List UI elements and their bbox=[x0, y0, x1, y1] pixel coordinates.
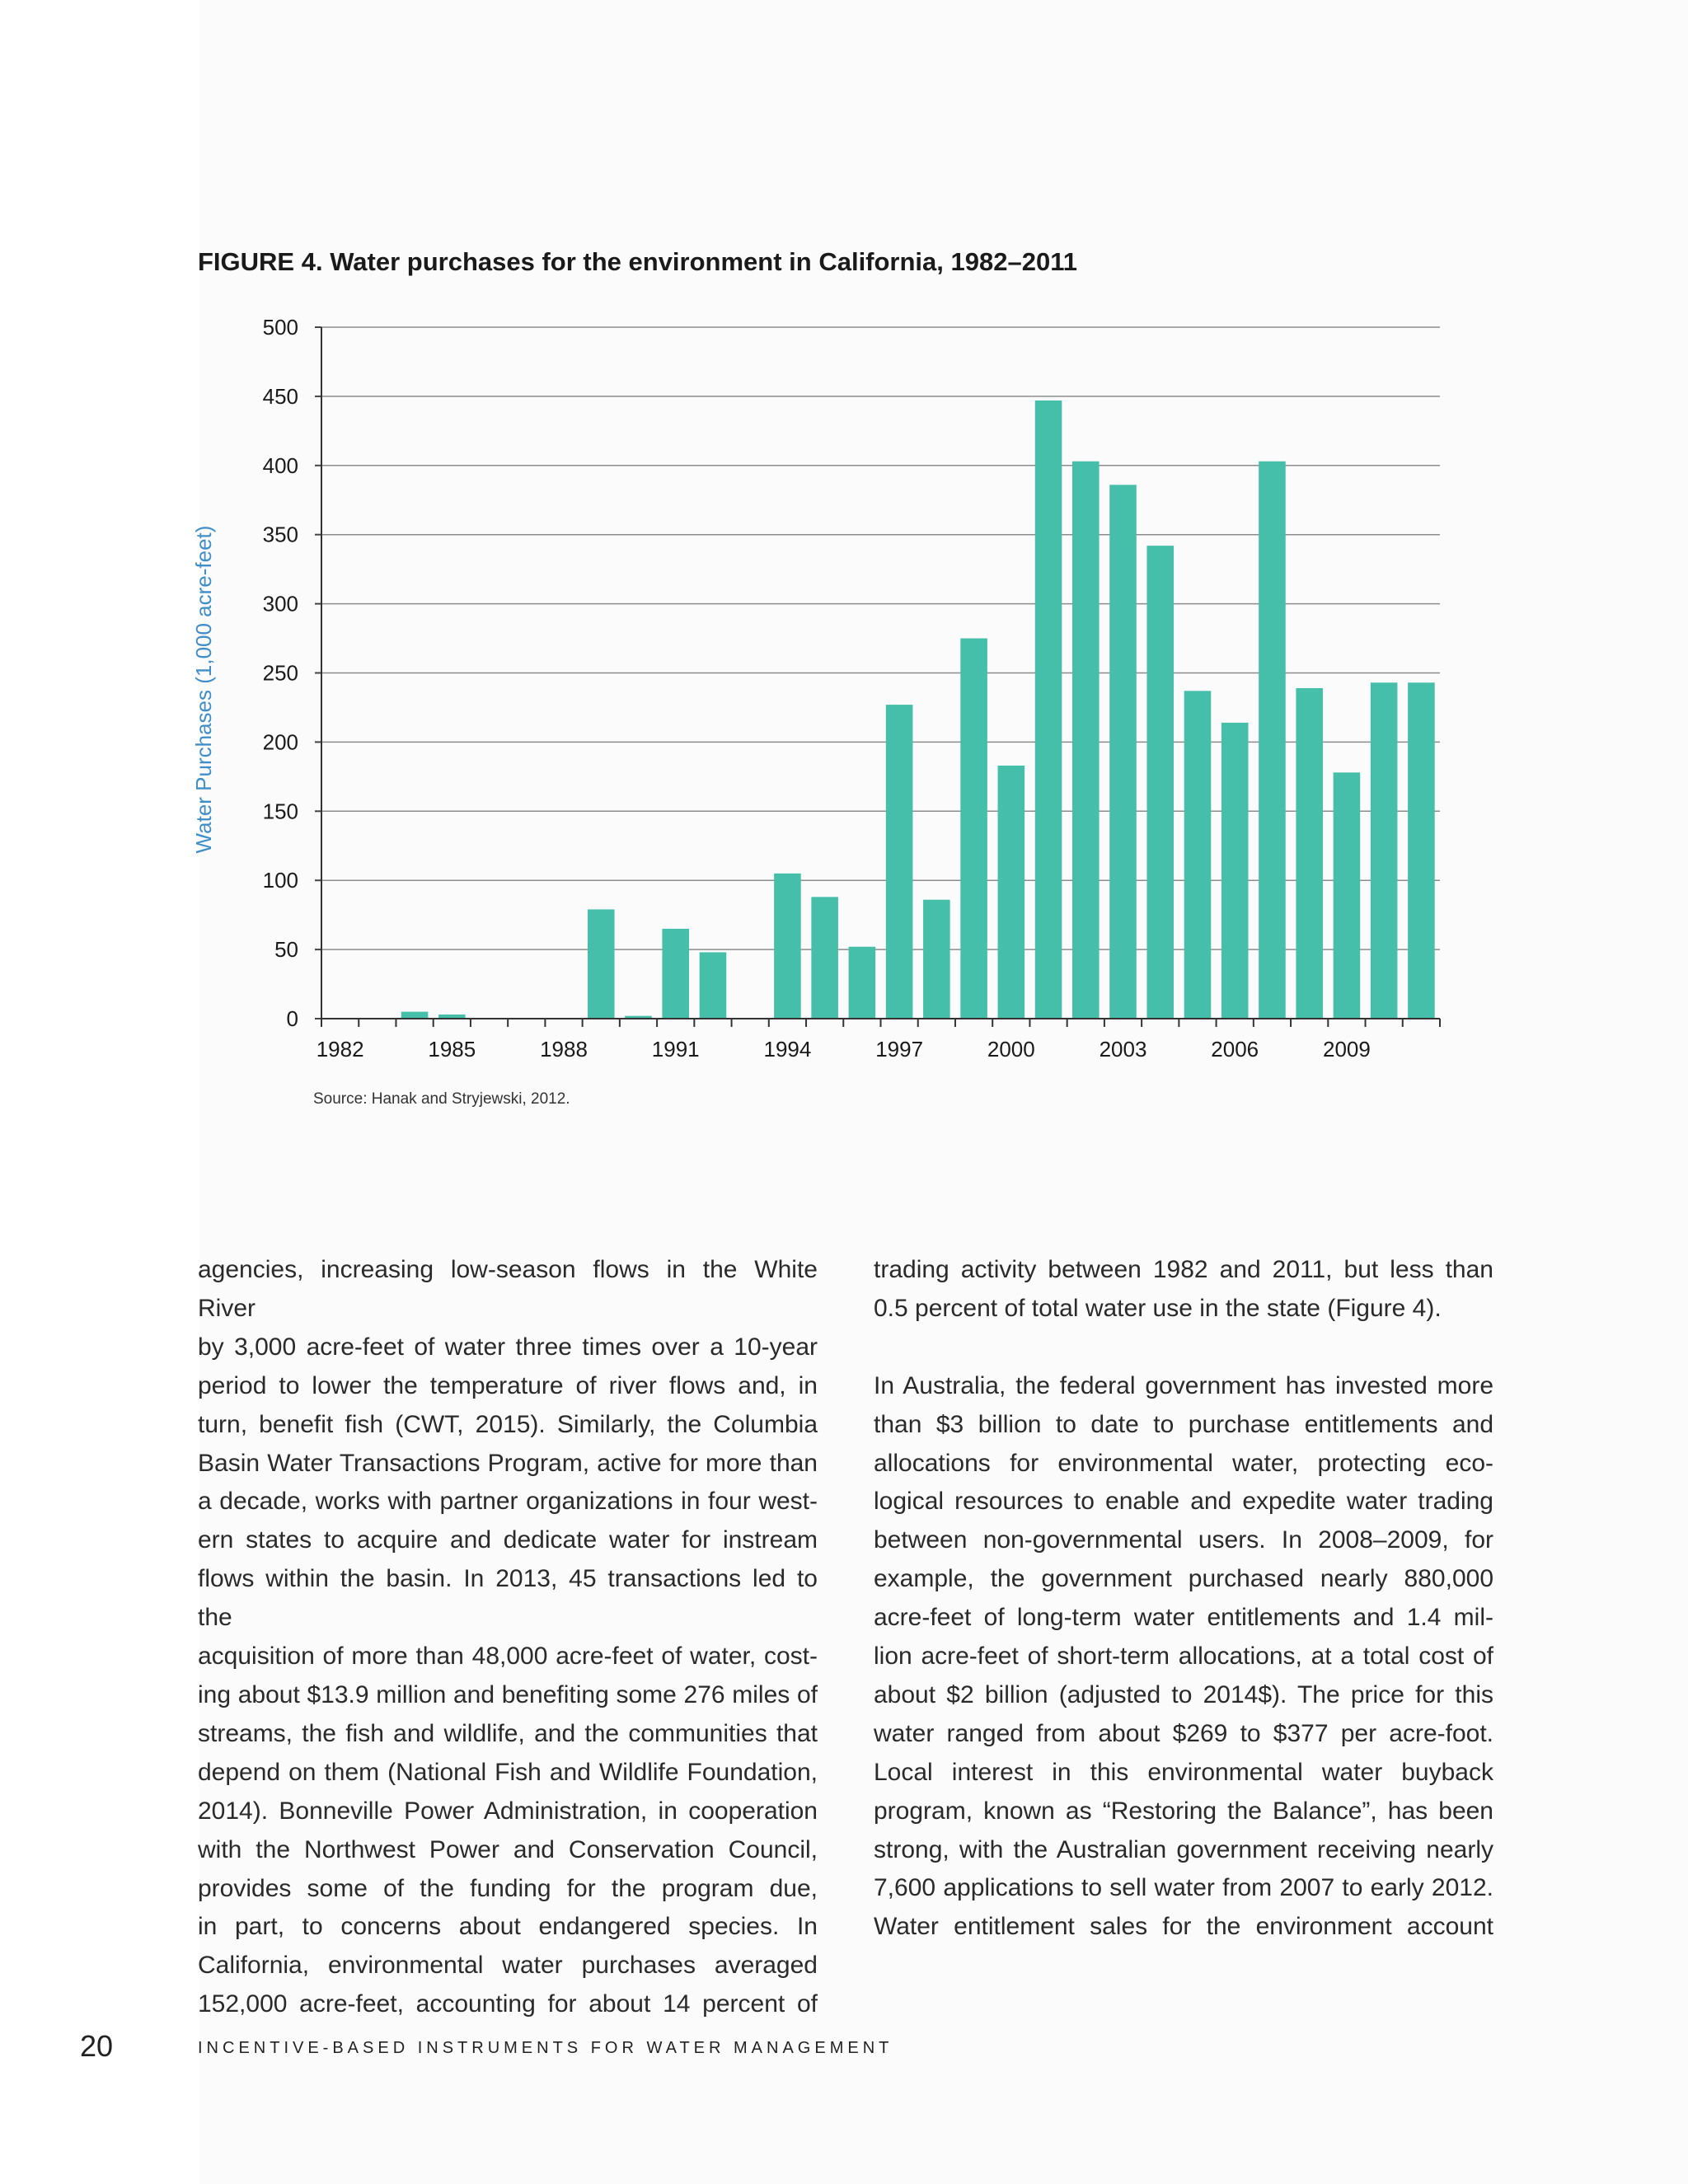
figure-source: Source: Hanak and Stryjewski, 2012. bbox=[313, 1090, 570, 1108]
text-line: in part, to concerns about endangered sp… bbox=[198, 1913, 818, 1941]
text-line: by 3,000 acre-feet of water three times … bbox=[198, 1333, 818, 1361]
bar-2008 bbox=[1296, 687, 1323, 1019]
text-line: ern states to acquire and dedicate water… bbox=[198, 1526, 818, 1554]
bar-2003 bbox=[1109, 485, 1137, 1019]
text-line: turn, benefit fish (CWT, 2015). Similarl… bbox=[198, 1410, 818, 1438]
text-line: Basin Water Transactions Program, active… bbox=[198, 1449, 818, 1477]
bar-1995 bbox=[811, 897, 838, 1019]
bar-2002 bbox=[1071, 461, 1100, 1019]
bar-2001 bbox=[1034, 400, 1062, 1019]
bar-1991 bbox=[662, 928, 690, 1019]
bar-1984 bbox=[401, 1011, 429, 1019]
bar-2007 bbox=[1259, 461, 1286, 1019]
text-line: 7,600 applications to sell water from 20… bbox=[874, 1874, 1493, 1902]
text-line: allocations for environmental water, pro… bbox=[874, 1449, 1493, 1477]
body-paragraph-1: trading activity between 1982 and 2011, … bbox=[874, 1251, 1493, 1329]
text-line: water ranged from about $269 to $377 per… bbox=[874, 1719, 1493, 1747]
x-tick-label: 1982 bbox=[316, 1037, 364, 1062]
x-tick-label: 2000 bbox=[987, 1037, 1035, 1062]
text-line: program, known as “Restoring the Balance… bbox=[874, 1797, 1493, 1825]
text-line: with the Northwest Power and Conservatio… bbox=[198, 1835, 818, 1863]
text-line: logical resources to enable and expedite… bbox=[874, 1488, 1493, 1516]
page-number: 20 bbox=[80, 2029, 114, 2063]
text-line: provides some of the funding for the pro… bbox=[198, 1874, 818, 1902]
text-line: 2014). Bonneville Power Administration, … bbox=[198, 1797, 818, 1825]
y-tick-label: 400 bbox=[263, 453, 298, 478]
text-line: acre-feet of long-term water entitlement… bbox=[874, 1604, 1493, 1632]
text-line: California, environmental water purchase… bbox=[198, 1952, 818, 1980]
text-line: strong, with the Australian government r… bbox=[874, 1835, 1493, 1863]
x-tick-label: 1991 bbox=[652, 1037, 700, 1062]
y-tick-label: 450 bbox=[263, 384, 298, 409]
bar-2010 bbox=[1370, 682, 1398, 1019]
x-tick-label: 1994 bbox=[763, 1037, 811, 1062]
body-column-left: agencies, increasing low-season flows in… bbox=[198, 1251, 818, 2024]
text-line: about $2 billion (adjusted to 2014$). Th… bbox=[874, 1680, 1493, 1708]
y-tick-label: 250 bbox=[263, 661, 298, 686]
y-axis-label: Water Purchases (1,000 acre-feet) bbox=[191, 526, 216, 854]
text-line: than $3 billion to date to purchase enti… bbox=[874, 1410, 1493, 1438]
bar-1997 bbox=[885, 705, 913, 1019]
x-tick-label: 1985 bbox=[428, 1037, 476, 1062]
x-tick-label: 2003 bbox=[1100, 1037, 1147, 1062]
paragraph-gap bbox=[874, 1329, 1493, 1367]
running-title: INCENTIVE-BASED INSTRUMENTS FOR WATER MA… bbox=[198, 2039, 893, 2057]
text-line: a decade, works with partner organizatio… bbox=[198, 1488, 818, 1516]
bar-1985 bbox=[438, 1014, 466, 1019]
text-line: depend on them (National Fish and Wildli… bbox=[198, 1758, 818, 1786]
text-line: 152,000 acre-feet, accounting for about … bbox=[198, 1990, 818, 2018]
bar-2006 bbox=[1221, 722, 1249, 1019]
x-tick-label: 2006 bbox=[1211, 1037, 1259, 1062]
bar-2009 bbox=[1333, 772, 1361, 1019]
y-tick-label: 150 bbox=[263, 799, 298, 823]
page-background-band bbox=[199, 0, 1688, 2184]
text-line: lion acre-feet of short-term allocations… bbox=[874, 1643, 1493, 1671]
bar-2011 bbox=[1408, 682, 1435, 1019]
bar-1996 bbox=[848, 946, 876, 1019]
text-line: trading activity between 1982 and 2011, … bbox=[874, 1256, 1493, 1283]
bar-1998 bbox=[923, 899, 950, 1019]
y-tick-label: 100 bbox=[263, 868, 298, 893]
y-tick-label: 350 bbox=[263, 523, 298, 547]
text-line: agencies, increasing low-season flows in… bbox=[198, 1256, 818, 1322]
y-tick-label: 50 bbox=[274, 937, 298, 962]
x-tick-label: 1988 bbox=[540, 1037, 588, 1062]
text-line: In Australia, the federal government has… bbox=[874, 1371, 1493, 1399]
text-line: ing about $13.9 million and benefiting s… bbox=[198, 1680, 818, 1708]
text-line: Water entitlement sales for the environm… bbox=[874, 1913, 1493, 1941]
text-line: Local interest in this environmental wat… bbox=[874, 1758, 1493, 1786]
figure-title: FIGURE 4. Water purchases for the enviro… bbox=[198, 247, 1077, 276]
bar-2004 bbox=[1146, 546, 1175, 1019]
bar-1992 bbox=[699, 952, 727, 1019]
bar-1990 bbox=[625, 1015, 652, 1019]
text-line: example, the government purchased nearly… bbox=[874, 1565, 1493, 1593]
text-line: acquisition of more than 48,000 acre-fee… bbox=[198, 1643, 818, 1671]
bar-1994 bbox=[774, 873, 801, 1019]
y-tick-label: 0 bbox=[287, 1006, 298, 1031]
bar-2000 bbox=[997, 765, 1025, 1019]
x-tick-label: 1997 bbox=[875, 1037, 923, 1062]
y-tick-label: 200 bbox=[263, 729, 298, 754]
text-line: 0.5 percent of total water use in the st… bbox=[874, 1294, 1442, 1322]
x-tick-label: 2009 bbox=[1323, 1037, 1371, 1062]
text-line: flows within the basin. In 2013, 45 tran… bbox=[198, 1565, 818, 1632]
text-line: between non-governmental users. In 2008–… bbox=[874, 1526, 1493, 1554]
text-line: period to lower the temperature of river… bbox=[198, 1371, 818, 1399]
bar-2005 bbox=[1184, 691, 1212, 1019]
bar-1999 bbox=[960, 638, 987, 1019]
bar-1989 bbox=[587, 909, 615, 1019]
body-column-right: trading activity between 1982 and 2011, … bbox=[874, 1251, 1493, 1947]
body-paragraph-2: In Australia, the federal government has… bbox=[874, 1367, 1493, 1947]
y-tick-label: 500 bbox=[263, 315, 298, 340]
text-line: streams, the fish and wildlife, and the … bbox=[198, 1719, 818, 1747]
bar-chart: 0 50 100 150 200 250 300 350 400 450 500 Water Purc… bbox=[191, 315, 1441, 1062]
y-tick-label: 300 bbox=[263, 592, 298, 616]
